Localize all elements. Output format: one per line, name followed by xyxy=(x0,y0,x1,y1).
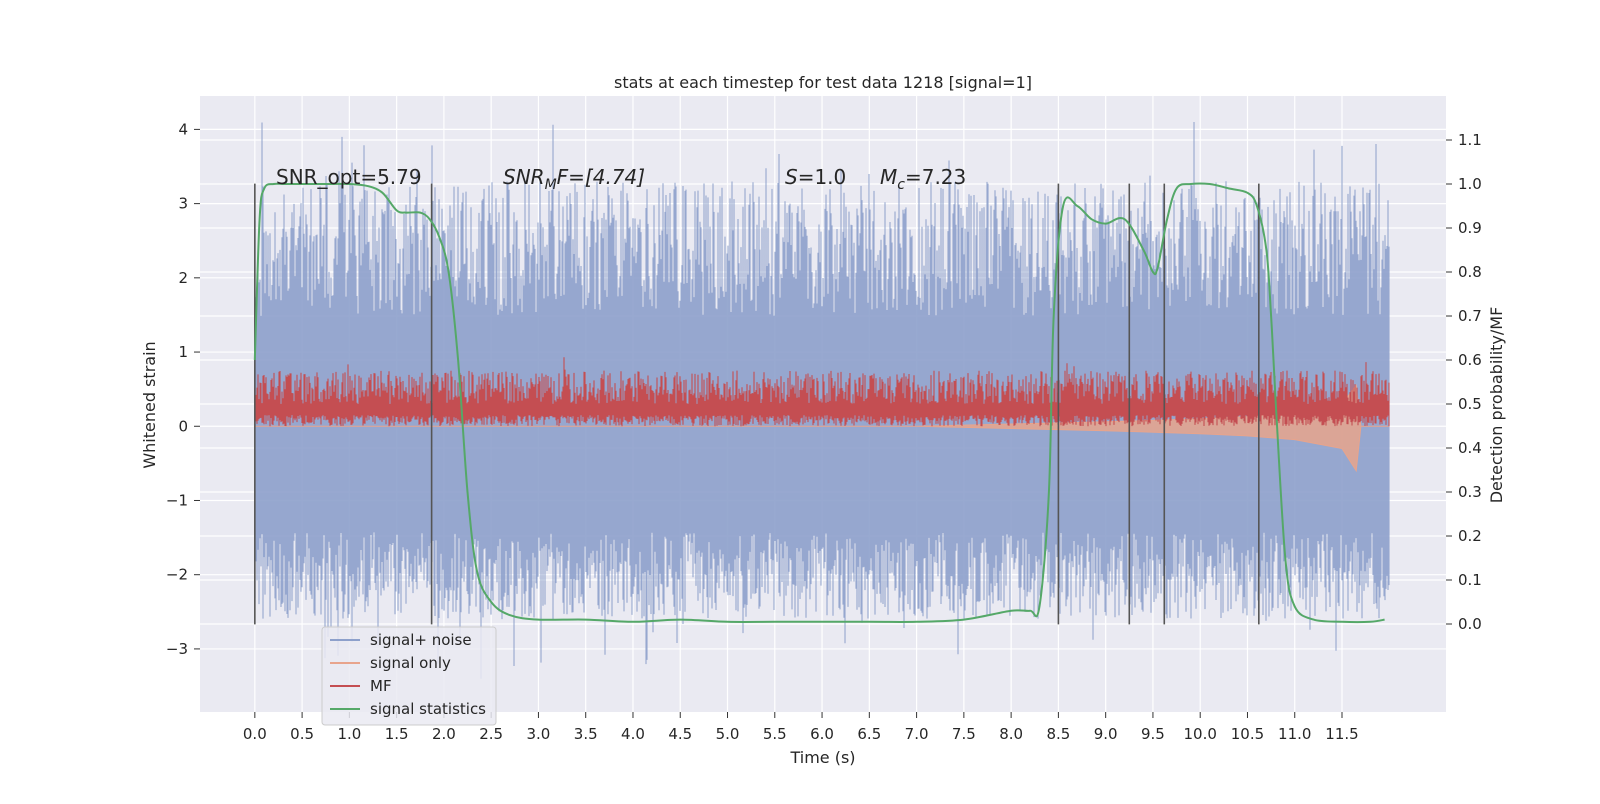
x-tick-label: 8.0 xyxy=(999,725,1023,743)
y-left-tick-label: 4 xyxy=(178,120,188,138)
annotation-mc-value: =7.23 xyxy=(905,165,966,189)
x-tick-label: 8.5 xyxy=(1046,725,1070,743)
x-tick-label: 11.5 xyxy=(1325,725,1358,743)
annotation-snr-mf-sub: M xyxy=(545,177,557,193)
y-left-axis-label: Whitened strain xyxy=(140,341,159,468)
y-left-tick-label: 3 xyxy=(178,195,188,213)
series-layer xyxy=(253,122,1390,679)
y-left-tick-label: 0 xyxy=(178,417,188,435)
x-tick-label: 10.5 xyxy=(1231,725,1264,743)
x-tick-label: 4.5 xyxy=(668,725,692,743)
y-right-tick-label: 1.0 xyxy=(1458,175,1482,193)
y-right-tick-label: 0.3 xyxy=(1458,483,1482,501)
x-tick-label: 3.5 xyxy=(574,725,598,743)
x-tick-label: 6.5 xyxy=(857,725,881,743)
annotation-snr-mf: SNRMF=[4.74] xyxy=(503,165,645,193)
y-right-tick-label: 0.2 xyxy=(1458,527,1482,545)
ticks: 0.0 0.5 1.0 1.5 2.0 2.5 3.0 3.5 4.0 4.5 5.0 5.5 6.0 6… xyxy=(166,120,1482,743)
x-tick-label: 6.0 xyxy=(810,725,834,743)
y-right-tick-label: 0.1 xyxy=(1458,571,1482,589)
y-right-tick-label: 0.0 xyxy=(1458,615,1482,633)
y-right-tick-label: 0.9 xyxy=(1458,219,1482,237)
y-right-tick-label: 0.5 xyxy=(1458,395,1482,413)
legend: signal+ noise signal only MF signal stat… xyxy=(321,626,497,726)
x-tick-label: 2.0 xyxy=(432,725,456,743)
series-signal-statistics xyxy=(253,182,1385,624)
x-tick-label: 7.5 xyxy=(952,725,976,743)
y-left-tick-label: 1 xyxy=(178,343,188,361)
x-tick-label: 0.0 xyxy=(243,725,267,743)
x-tick-label: 7.0 xyxy=(905,725,929,743)
legend-label-signal-statistics: signal statistics xyxy=(370,700,486,718)
y-right-axis-label: Detection probability/MF xyxy=(1487,307,1506,504)
annotation-snr-opt: SNR_opt=5.79 xyxy=(276,165,422,189)
legend-label-signal-noise: signal+ noise xyxy=(370,631,472,649)
annotation-snr-mf-main: SNR xyxy=(503,165,545,189)
y-left-tick-label: −2 xyxy=(166,566,188,584)
y-right-tick-label: 0.6 xyxy=(1458,351,1482,369)
annotation-s-value: =1.0 xyxy=(798,165,847,189)
legend-box xyxy=(321,626,497,726)
x-tick-label: 1.5 xyxy=(385,725,409,743)
x-axis-label: Time (s) xyxy=(789,748,855,767)
y-left-tick-label: −1 xyxy=(166,491,188,509)
y-right-tick-label: 1.1 xyxy=(1458,131,1482,149)
annotation-s: S=1.0 xyxy=(785,165,846,189)
chart-title: stats at each timestep for test data 121… xyxy=(614,73,1032,92)
x-tick-label: 9.0 xyxy=(1094,725,1118,743)
x-tick-label: 3.0 xyxy=(527,725,551,743)
annotation-s-main: S xyxy=(785,165,798,189)
annotation-snr-mf-f: F=[4.74] xyxy=(557,165,645,189)
legend-label-signal-only: signal only xyxy=(370,654,451,672)
y-left-tick-label: 2 xyxy=(178,269,188,287)
x-tick-label: 5.5 xyxy=(763,725,787,743)
annotation-mc: Mc=7.23 xyxy=(880,165,966,193)
x-tick-label: 9.5 xyxy=(1141,725,1165,743)
annotation-mc-sub: c xyxy=(897,177,905,193)
annotation-mc-main: M xyxy=(880,165,897,189)
x-tick-label: 0.5 xyxy=(290,725,314,743)
x-tick-label: 11.0 xyxy=(1278,725,1311,743)
x-tick-label: 4.0 xyxy=(621,725,645,743)
x-tick-label: 1.0 xyxy=(337,725,361,743)
y-right-tick-label: 0.7 xyxy=(1458,307,1482,325)
y-left-tick-label: −3 xyxy=(166,640,188,658)
x-tick-label: 2.5 xyxy=(479,725,503,743)
y-right-tick-label: 0.4 xyxy=(1458,439,1482,457)
x-tick-label: 10.0 xyxy=(1184,725,1217,743)
x-tick-label: 5.0 xyxy=(716,725,740,743)
y-right-tick-label: 0.8 xyxy=(1458,263,1482,281)
legend-label-mf: MF xyxy=(370,677,392,695)
